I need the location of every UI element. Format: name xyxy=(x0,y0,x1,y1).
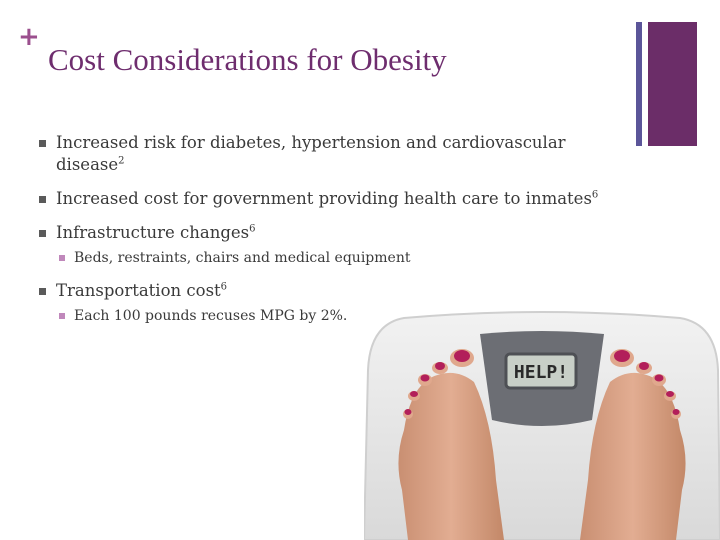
sub-bullet-text: Each 100 pounds recuses MPG by 2%. xyxy=(74,308,348,324)
bullet-item: Transportation cost6 xyxy=(38,280,638,302)
slide-title: Cost Considerations for Obesity xyxy=(48,42,447,77)
plus-icon: + xyxy=(18,22,40,52)
sub-bullet-item: Beds, restraints, chairs and medical equ… xyxy=(58,248,638,268)
bullet-list: Increased risk for diabetes, hypertensio… xyxy=(38,132,638,338)
scale-photo: HELP! xyxy=(364,311,720,540)
bullet-text: Increased cost for government providing … xyxy=(56,189,592,208)
bullet-item: Increased risk for diabetes, hypertensio… xyxy=(38,132,638,176)
footnote-ref: 2 xyxy=(118,155,125,167)
footnote-ref: 6 xyxy=(249,223,256,235)
sub-bullet-item: Each 100 pounds recuses MPG by 2%. xyxy=(58,306,638,326)
bullet-text: Increased risk for diabetes, hypertensio… xyxy=(56,133,566,174)
left-foot xyxy=(398,349,504,540)
footnote-ref: 6 xyxy=(591,189,599,201)
accent-bar xyxy=(648,22,697,146)
bullet-item: Increased cost for government providing … xyxy=(38,188,638,210)
sub-bullet-text: Beds, restraints, chairs and medical equ… xyxy=(74,250,411,266)
right-foot xyxy=(580,349,686,540)
display-text: HELP! xyxy=(514,362,568,383)
bullet-item: Infrastructure changes6 xyxy=(38,222,638,244)
scale-display xyxy=(504,352,578,390)
bullet-text: Transportation cost xyxy=(56,281,221,300)
footnote-ref: 6 xyxy=(220,281,228,293)
accent-bar-thin xyxy=(636,22,642,146)
bullet-text: Infrastructure changes xyxy=(56,223,250,242)
